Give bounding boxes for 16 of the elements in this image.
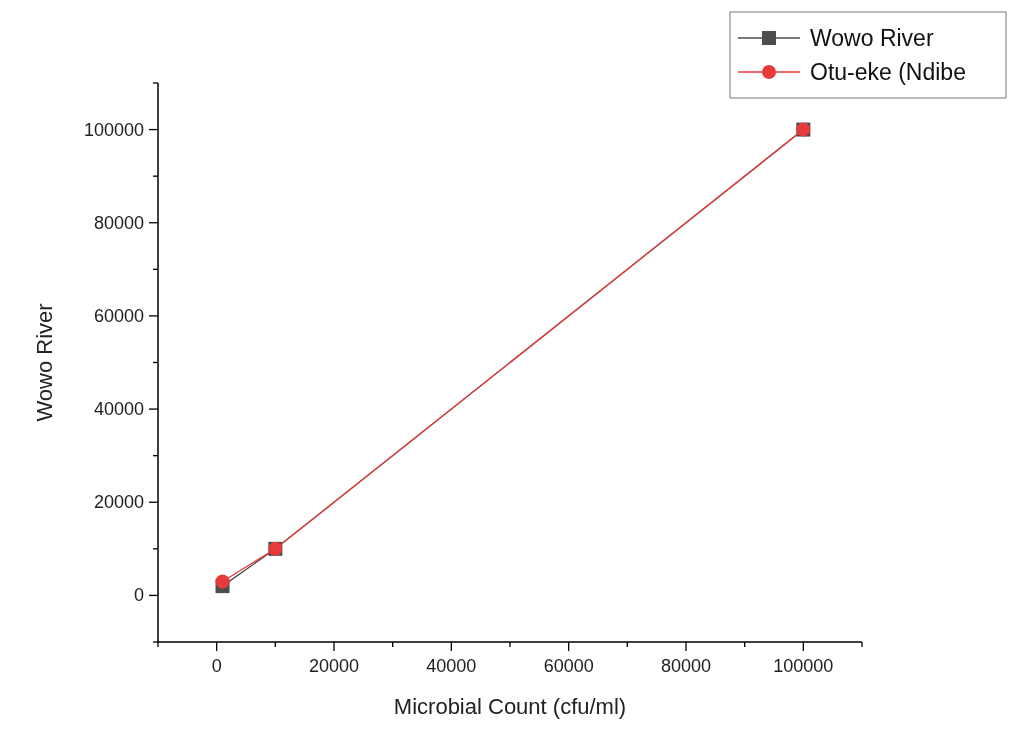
legend-label: Otu-eke (Ndibe [810,59,966,85]
legend-label: Wowo River [810,25,934,51]
x-tick-label: 100000 [773,656,834,676]
x-tick-label: 20000 [308,656,360,676]
y-tick-label: 100000 [83,119,144,140]
y-axis-title: Wowo River [32,303,57,422]
x-tick-label: 60000 [543,656,594,676]
x-tick-label: 0 [211,656,222,676]
y-tick-label: 60000 [93,305,144,326]
y-tick-label: 80000 [93,212,144,233]
y-tick-label: 20000 [93,492,144,513]
y-tick-label: 0 [133,585,144,606]
y-tick-label: 40000 [93,399,144,420]
x-axis-title: Microbial Count (cfu/ml) [393,694,627,719]
x-tick-label: 80000 [660,656,712,676]
x-tick-label: 40000 [426,656,477,676]
